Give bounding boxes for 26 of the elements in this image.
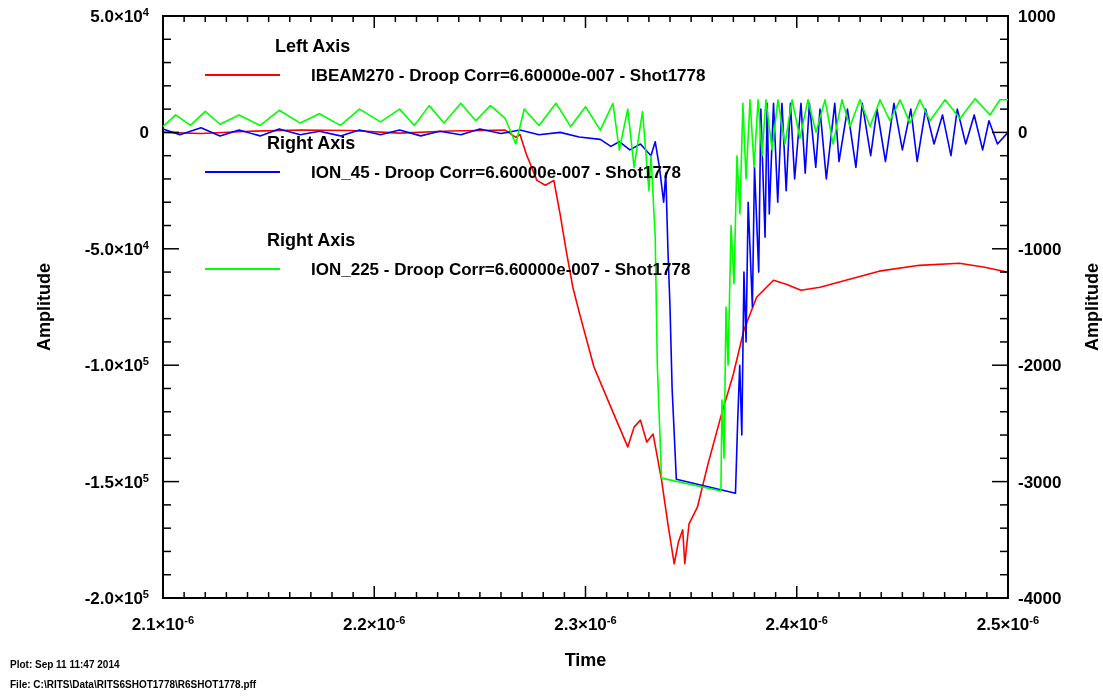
y-tick-label: 0 [139, 123, 149, 143]
y2-tick-label: -4000 [1018, 589, 1062, 608]
y2-tick-label: 1000 [1018, 7, 1056, 26]
x-tick-label: 2.5×10$^{-6}$ [976, 614, 1040, 634]
text: Plot: Sep 11 11:47 2014 [10, 659, 120, 670]
x-tick-label: 2.3×10$^{-6}$ [554, 614, 617, 634]
x-axis-title: Time [564, 650, 607, 670]
y2-tick-label: -3000 [1018, 472, 1062, 492]
annotation: Right Axis [267, 230, 356, 250]
x-tick-label: 2.4×10$^{-6}$ [765, 614, 828, 634]
y-axis-title: Amplitude [34, 263, 54, 351]
x-tick-label: 2.2×10$^{-6}$ [343, 614, 406, 634]
y2-axis-title: Amplitude [1082, 263, 1102, 351]
text: File: C:\RITS\Data\RITS6SHOT1778\R6SHOT1778.pff [10, 679, 257, 690]
y2-tick-label: -1000 [1018, 239, 1062, 259]
y-tick-label: -5.0×10$^{4}$ [84, 238, 150, 259]
y-tick-label: -2.0×10$^{5}$ [84, 588, 149, 608]
y2-tick-label: -2000 [1018, 356, 1062, 376]
annotation: Right Axis [267, 133, 356, 153]
y-tick-label: -1.5×10$^{5}$ [84, 471, 149, 492]
legend-label: IBEAM270 - Droop Corr=6.60000e-007 - Shot1778 [311, 66, 706, 85]
annotation: Left Axis [275, 36, 351, 56]
y-tick-label: -1.0×10$^{5}$ [84, 355, 149, 376]
y-tick-label: 5.0×10$^{4}$ [90, 6, 150, 26]
y2-tick-label: 0 [1018, 123, 1028, 143]
x-tick-label: 2.1×10$^{-6}$ [131, 614, 195, 634]
